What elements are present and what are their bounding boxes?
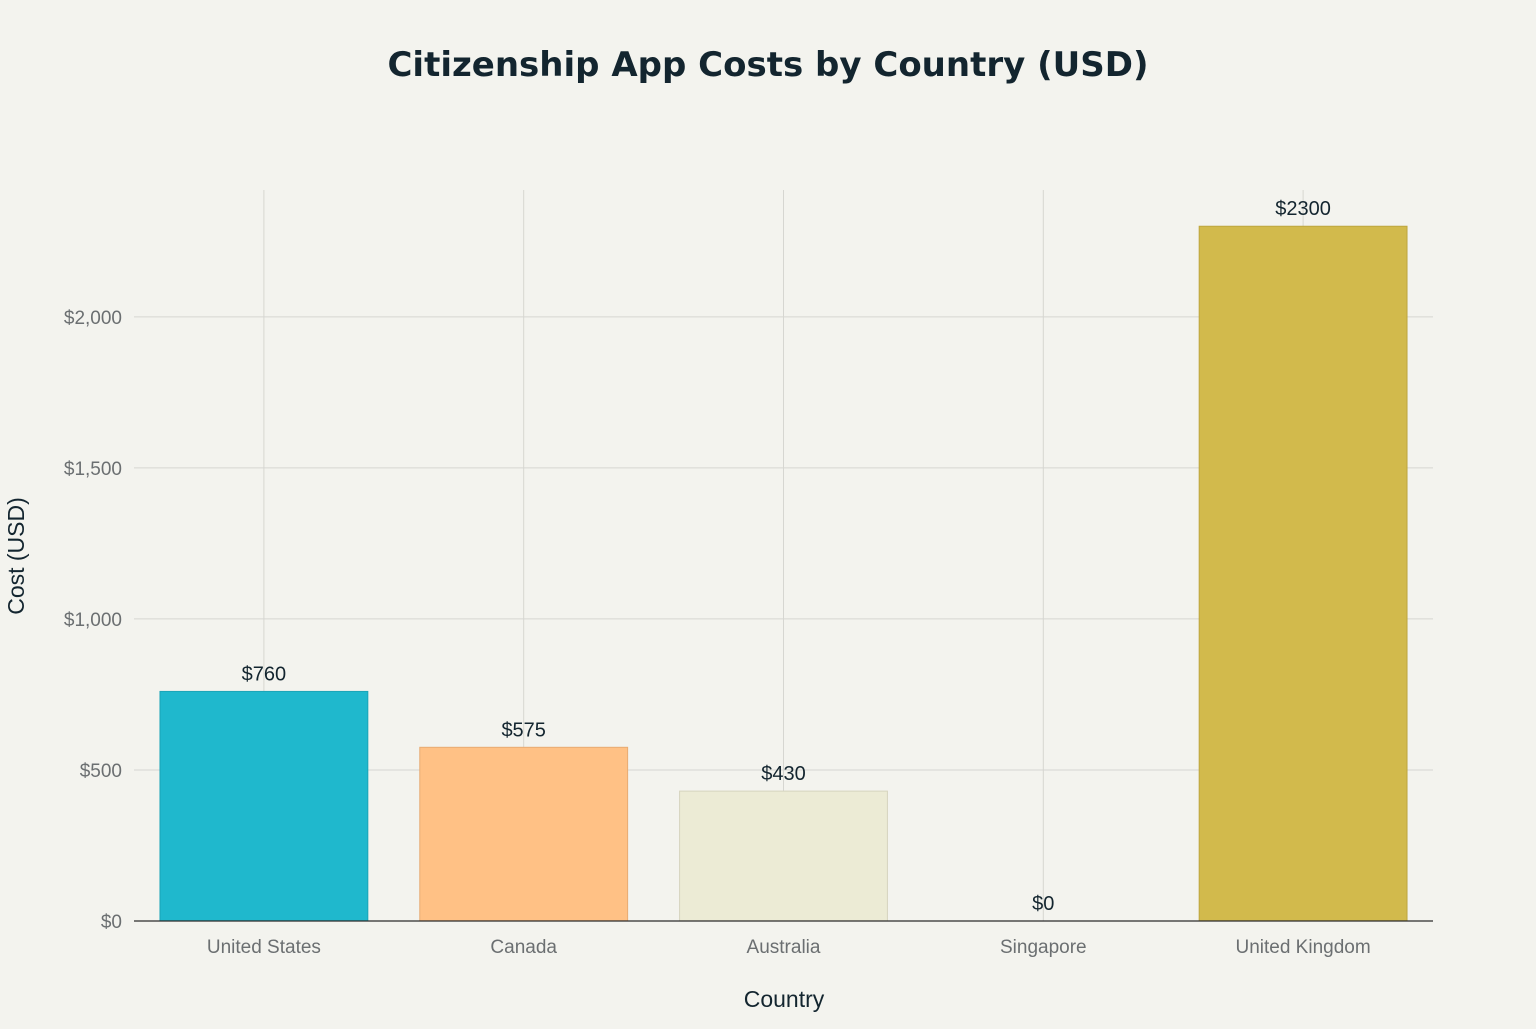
x-tick-label: United Kingdom bbox=[1235, 937, 1370, 958]
y-axis-title: Cost (USD) bbox=[3, 497, 29, 615]
x-tick-label: Canada bbox=[490, 937, 557, 958]
data-label: $760 bbox=[242, 663, 287, 685]
x-axis-title: Country bbox=[744, 986, 825, 1012]
y-tick-label: $0 bbox=[101, 912, 122, 933]
bar bbox=[679, 790, 888, 922]
x-tick-label: Australia bbox=[747, 937, 821, 958]
x-tick-label: United States bbox=[207, 937, 321, 958]
x-axis-ticks: United States Canada Australia Singapore Uni… bbox=[207, 937, 1371, 958]
chart-title: Citizenship App Costs by Country (USD) bbox=[387, 45, 1148, 85]
bars bbox=[159, 225, 1408, 922]
y-axis-ticks: $0 $500 $1,000 $1,500 $2,000 bbox=[64, 308, 122, 933]
data-label: $0 bbox=[1032, 893, 1054, 915]
data-label: $430 bbox=[761, 763, 806, 785]
y-tick-label: $500 bbox=[80, 761, 122, 782]
data-label: $575 bbox=[501, 719, 546, 741]
y-tick-label: $2,000 bbox=[64, 308, 122, 329]
data-labels: $760 $575 $430 $0 $2300 bbox=[242, 198, 1331, 915]
data-label: $2300 bbox=[1275, 198, 1331, 220]
bar bbox=[159, 690, 369, 922]
x-tick-label: Singapore bbox=[1000, 937, 1087, 958]
y-tick-label: $1,500 bbox=[64, 459, 122, 480]
bar bbox=[419, 746, 629, 922]
bar bbox=[1198, 225, 1408, 922]
y-tick-label: $1,000 bbox=[64, 610, 122, 631]
